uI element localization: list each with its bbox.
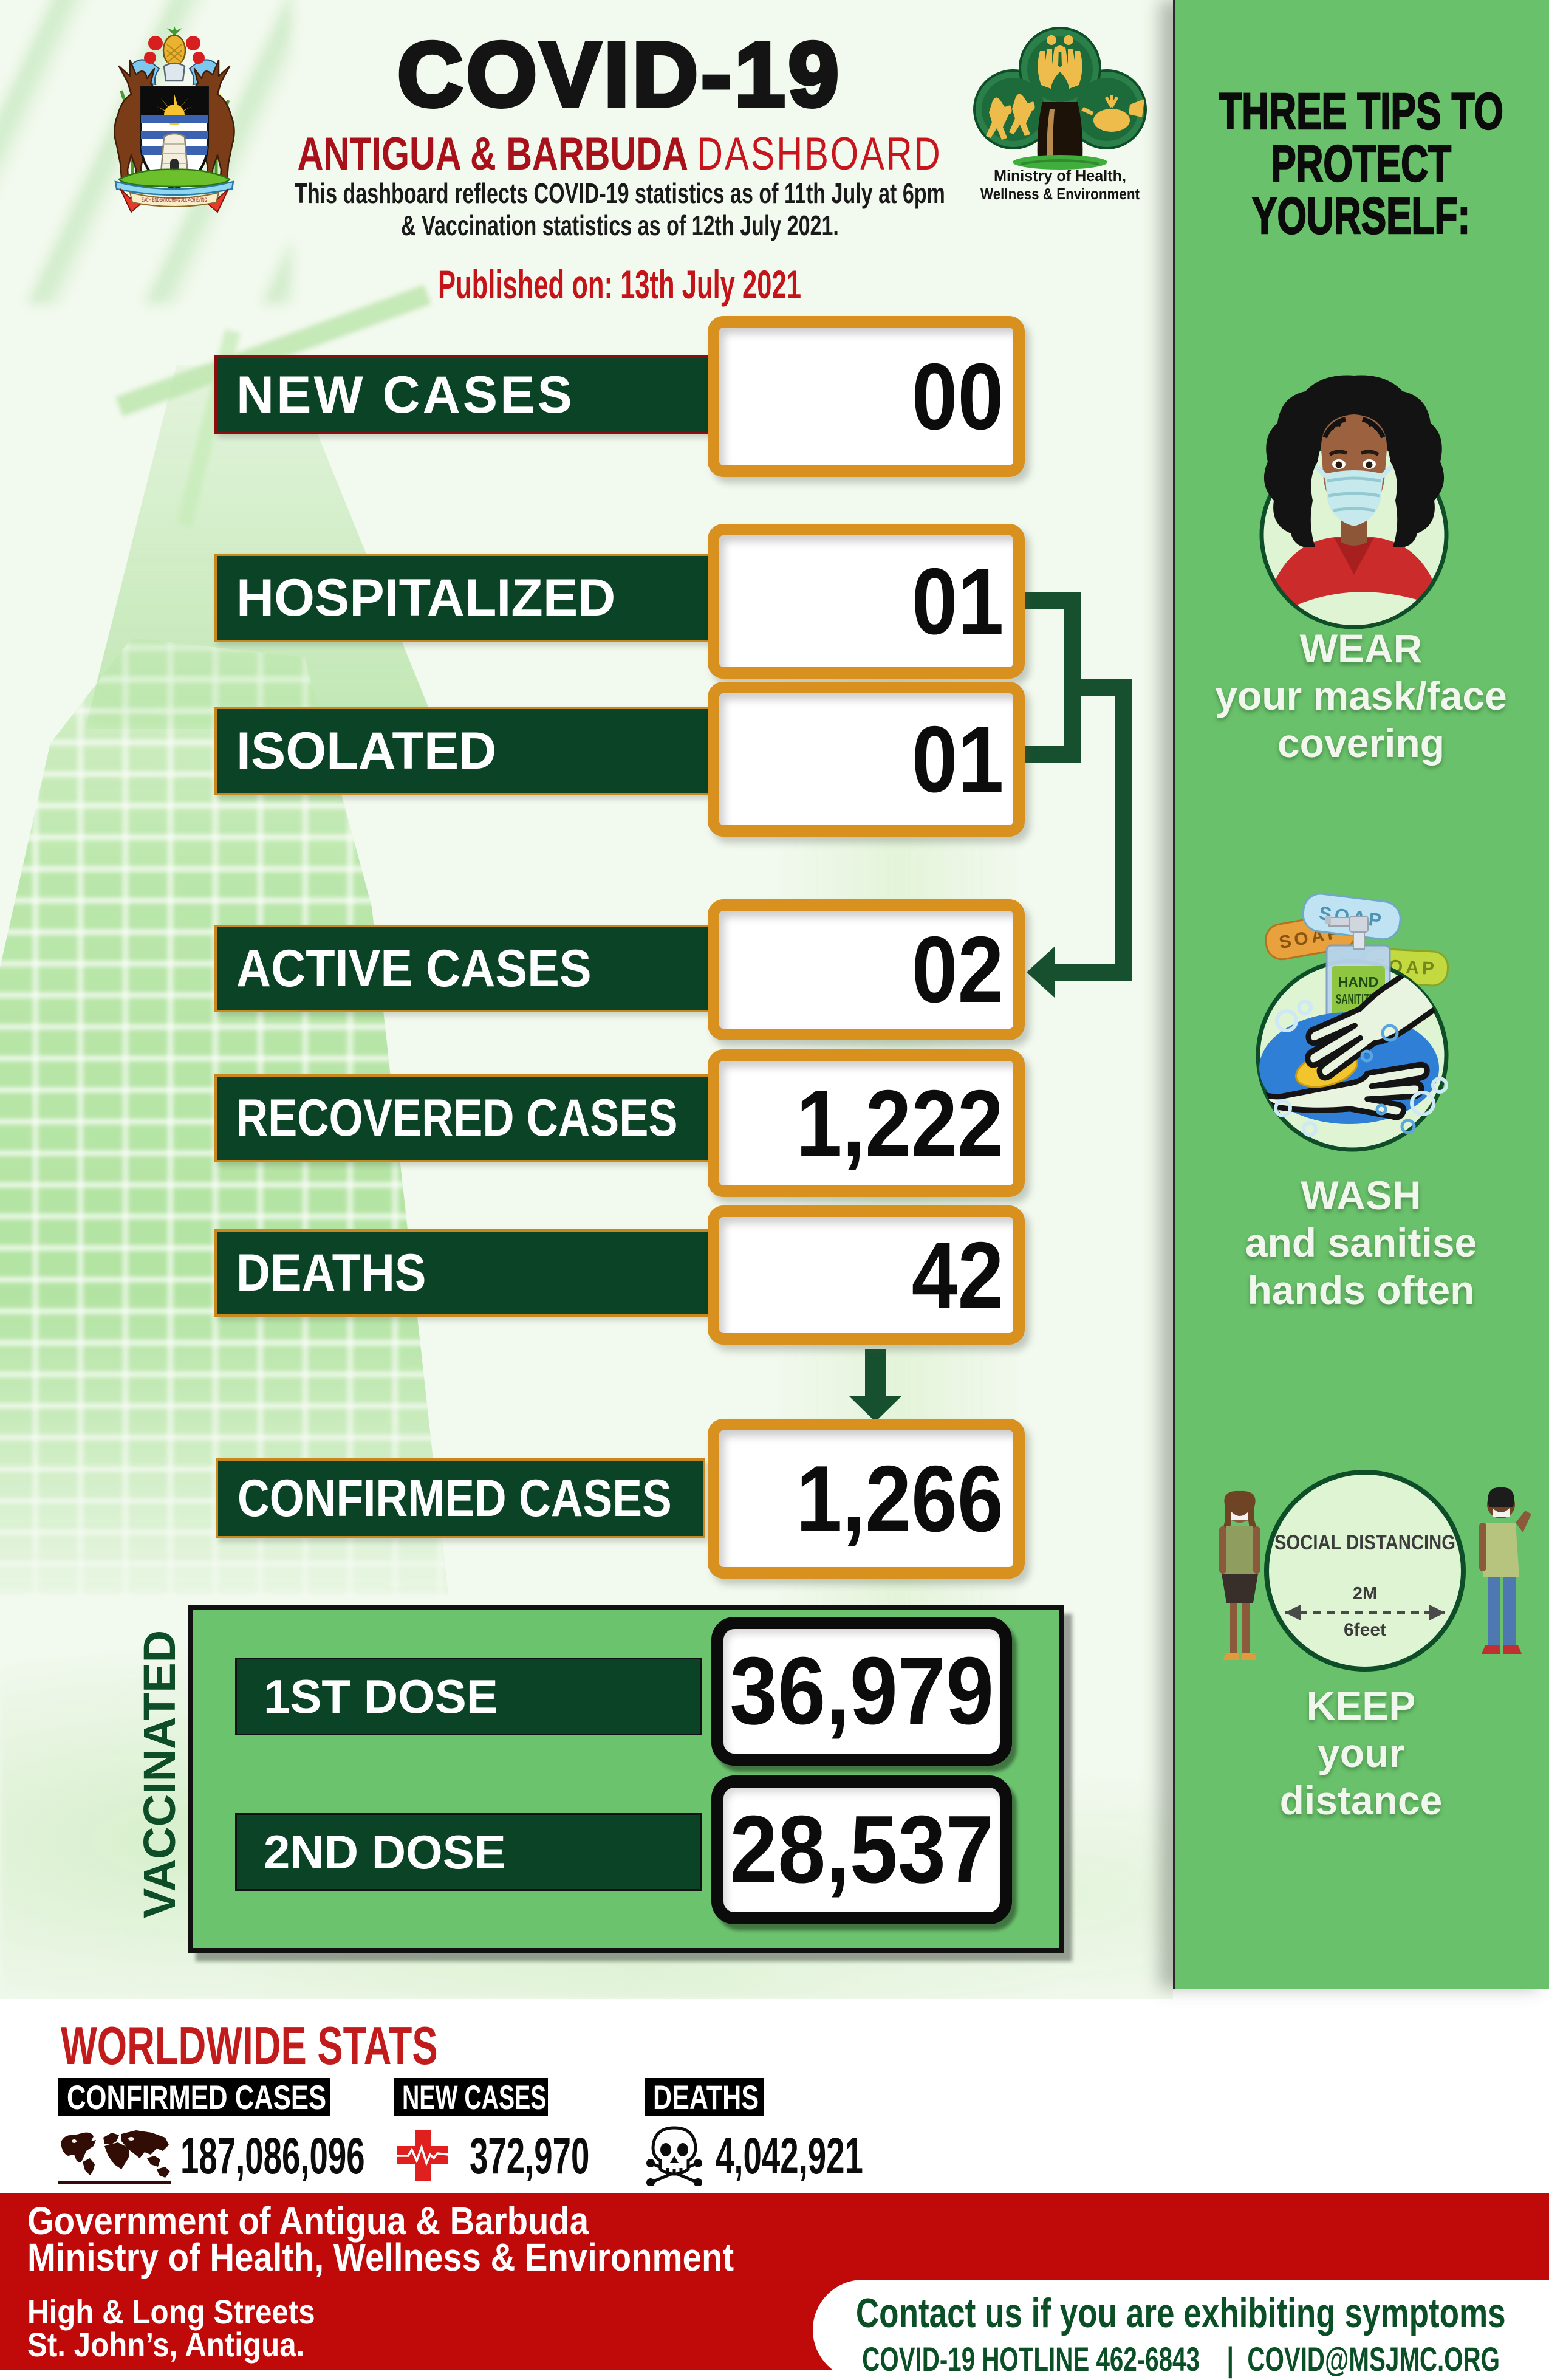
svg-text:Wellness & Environment: Wellness & Environment xyxy=(980,185,1140,203)
svg-text:HAND: HAND xyxy=(1338,974,1378,990)
svg-text:EACH ENDEAVOURING ALL ACHIEVIN: EACH ENDEAVOURING ALL ACHIEVING xyxy=(142,197,207,203)
svg-text:2M: 2M xyxy=(1353,1584,1377,1603)
svg-text:SOCIAL DISTANCING: SOCIAL DISTANCING xyxy=(1274,1531,1455,1554)
svg-text:6feet: 6feet xyxy=(1344,1620,1386,1640)
svg-text:Ministry of Health,: Ministry of Health, xyxy=(994,166,1126,185)
